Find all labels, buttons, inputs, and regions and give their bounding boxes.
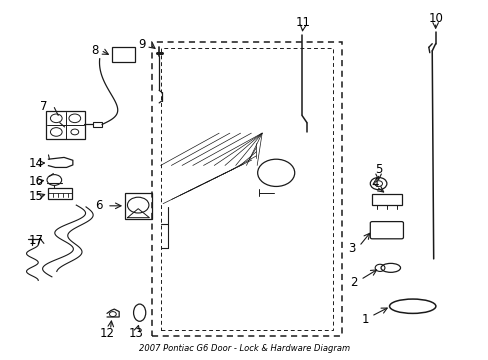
Text: 15: 15 (29, 190, 44, 203)
Text: 7: 7 (40, 100, 47, 113)
Text: 9: 9 (138, 38, 146, 51)
Text: 4: 4 (371, 177, 378, 190)
Text: 12: 12 (99, 327, 114, 340)
Text: 8: 8 (91, 44, 98, 57)
Text: 1: 1 (361, 312, 368, 326)
Text: 10: 10 (427, 12, 442, 25)
Text: 11: 11 (295, 17, 310, 30)
Text: 2007 Pontiac G6 Door - Lock & Hardware Diagram: 2007 Pontiac G6 Door - Lock & Hardware D… (139, 344, 349, 353)
Text: 6: 6 (95, 199, 103, 212)
Bar (112, 47, 135, 62)
Bar (160, 48, 332, 329)
Text: 13: 13 (128, 327, 143, 340)
Text: 3: 3 (347, 242, 355, 255)
Text: 16: 16 (29, 175, 44, 188)
Text: 17: 17 (29, 234, 44, 247)
Bar (371, 194, 401, 205)
Bar (93, 122, 102, 127)
Bar (152, 42, 341, 336)
Text: 2: 2 (350, 276, 357, 289)
Text: 5: 5 (374, 163, 382, 176)
Text: 14: 14 (29, 157, 44, 170)
Bar (125, 193, 152, 220)
Bar (48, 188, 72, 199)
